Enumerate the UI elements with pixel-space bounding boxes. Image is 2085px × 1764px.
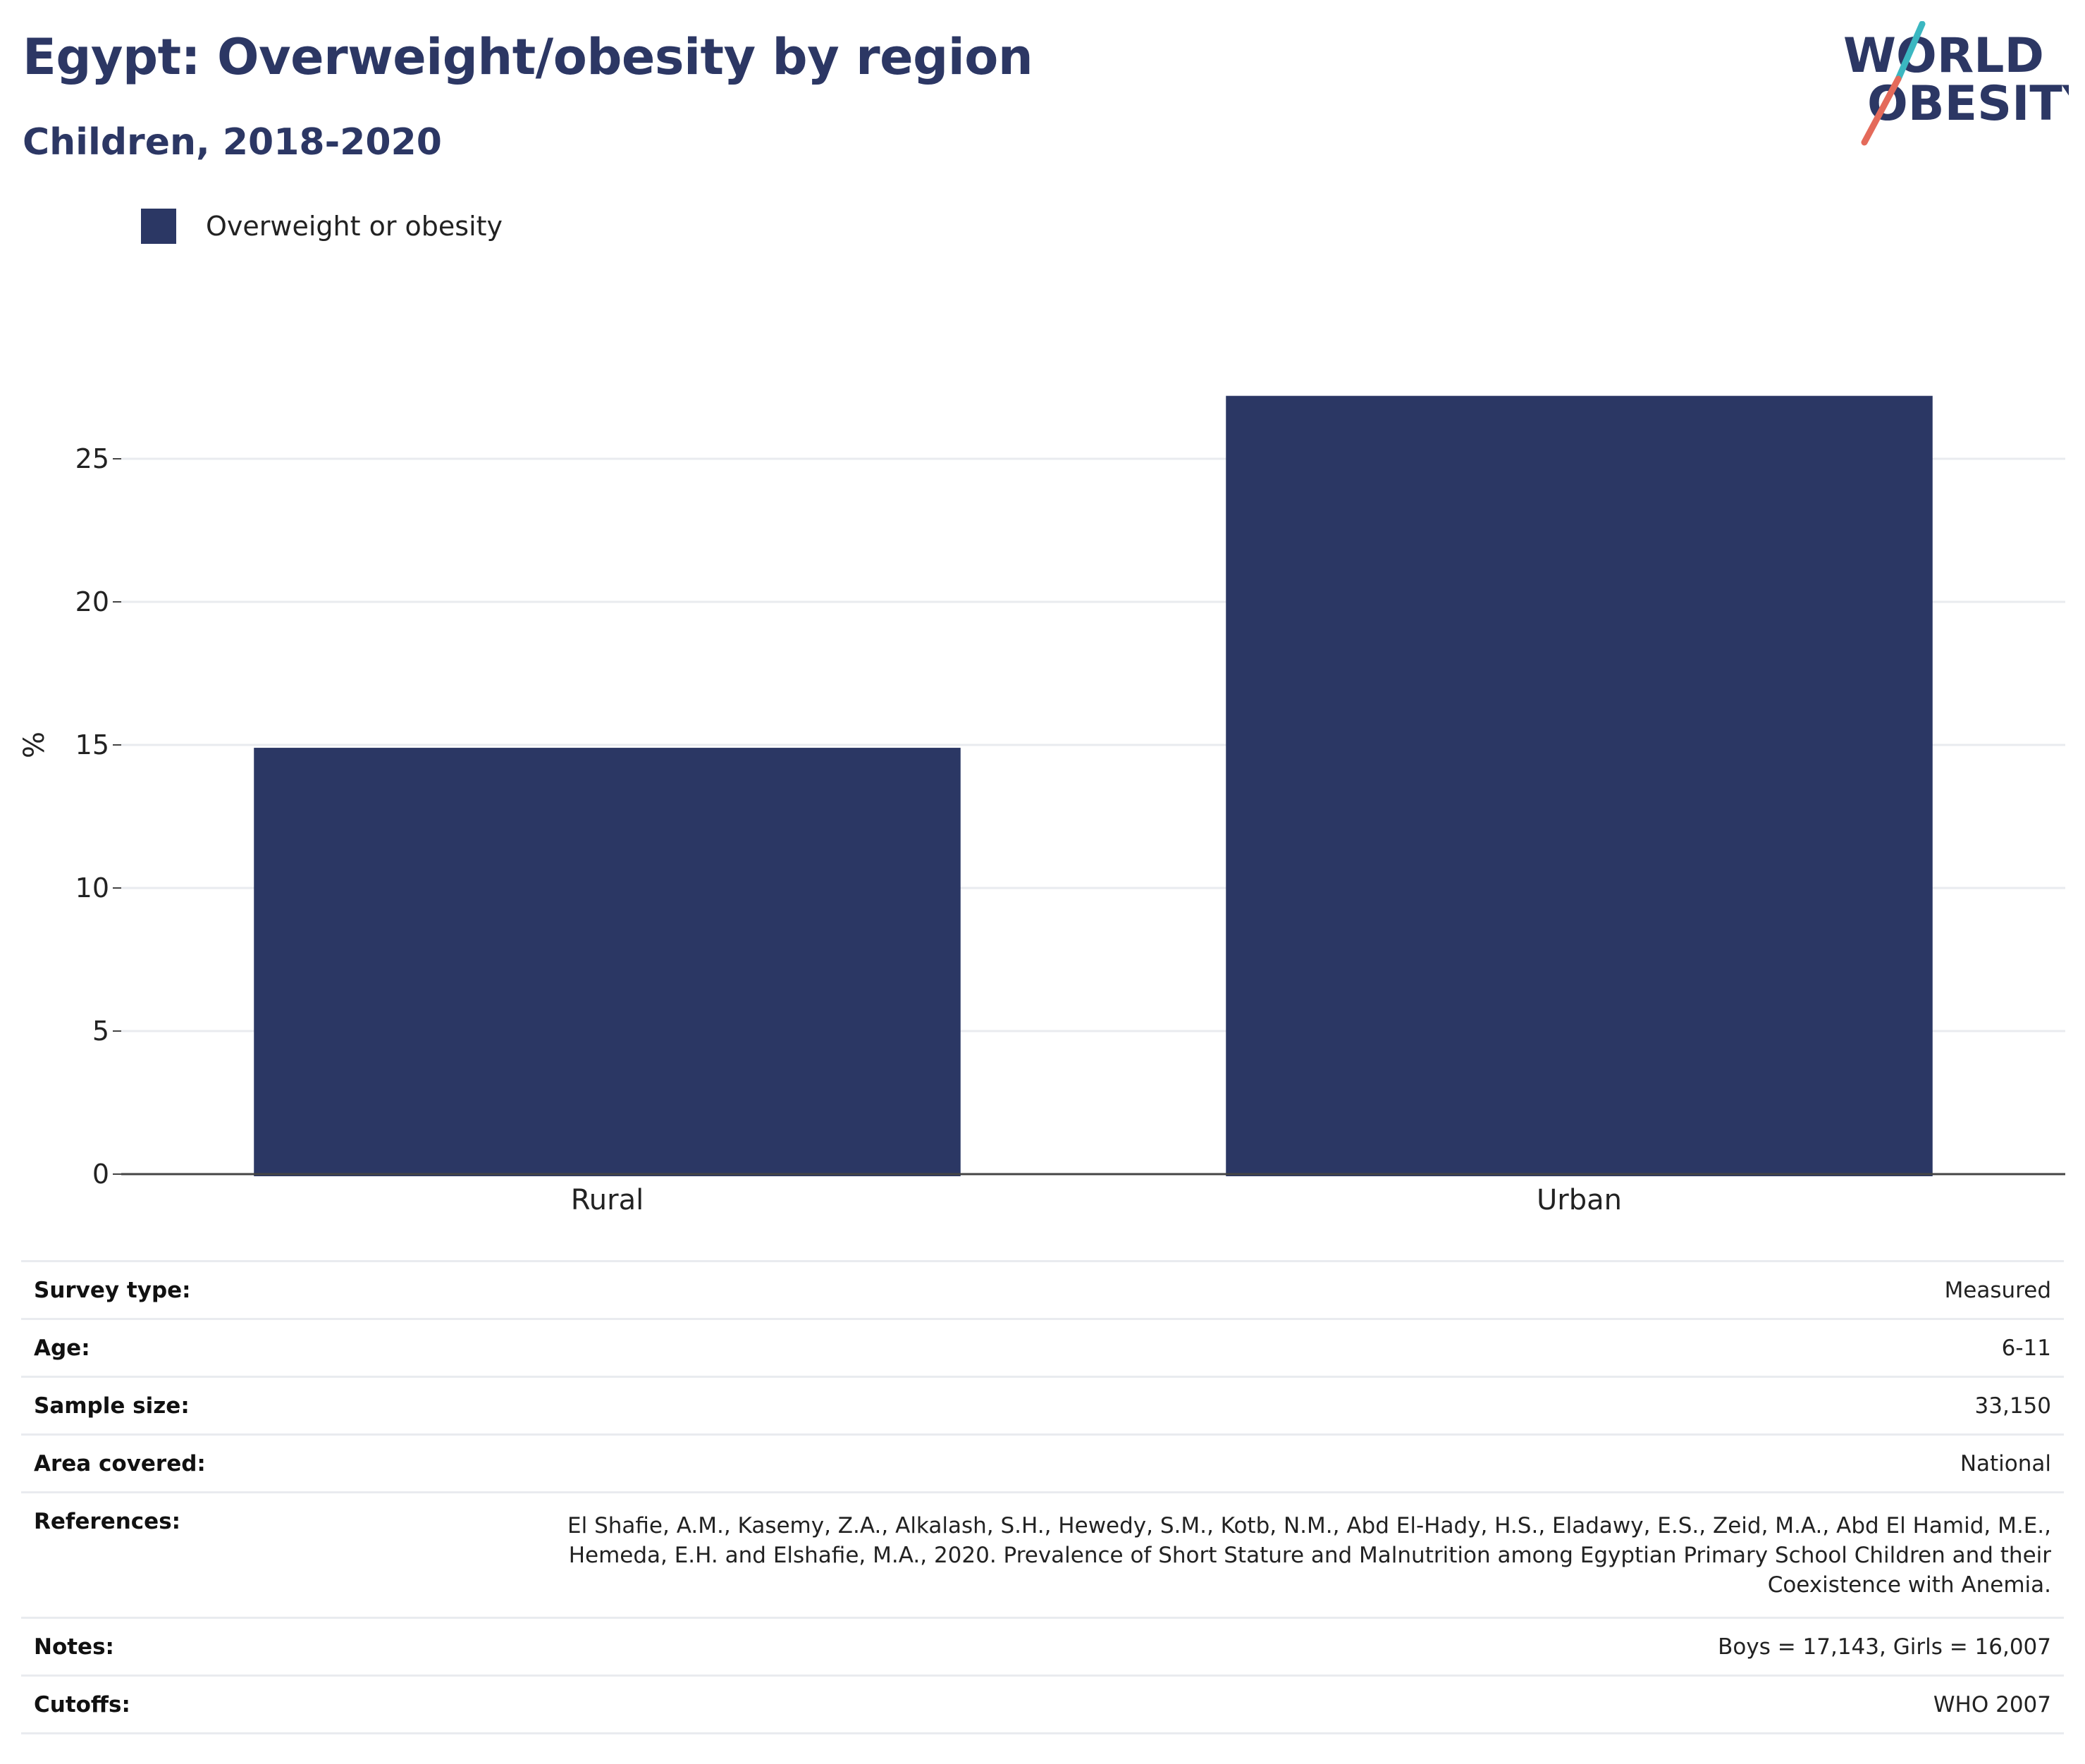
row-label: References:: [34, 1509, 181, 1534]
survey-details-table: Survey type: Measured Age: 6-11 Sample size:…: [21, 1260, 2064, 1734]
y-tick-label: 20: [75, 586, 109, 617]
bar-urban[interactable]: [1226, 395, 1933, 1177]
logo-slash-coral: [1861, 75, 1902, 146]
row-label: Sample size:: [34, 1393, 190, 1419]
reference-line: Coexistence with Anemia.: [1767, 1572, 2051, 1598]
row-label: Age:: [34, 1336, 90, 1361]
x-tick-label: Urban: [1537, 1184, 1622, 1216]
legend: Overweight or obesity: [141, 209, 503, 244]
y-axis-title: %: [18, 732, 51, 758]
table-row: Area covered: National: [21, 1436, 2064, 1493]
bar-chart: 0 5 10 15 20 25 Rural Urban%: [18, 395, 2065, 1216]
legend-label[interactable]: Overweight or obesity: [206, 211, 503, 242]
x-tick-label: Rural: [571, 1184, 644, 1216]
row-value: El Shafie, A.M., Kasemy, Z.A., Alkalash,…: [567, 1511, 2051, 1600]
chart-subtitle: Children, 2018-2020: [23, 121, 442, 164]
bar-rural[interactable]: [254, 748, 961, 1176]
table-row: References: El Shafie, A.M., Kasemy, Z.A.…: [21, 1493, 2064, 1619]
logo-line2: OBESITY: [1867, 76, 2069, 132]
row-value: 33,150: [1974, 1393, 2051, 1419]
table-row: Cutoffs: WHO 2007: [21, 1677, 2064, 1734]
y-tick-label: 0: [92, 1159, 109, 1190]
row-value: Measured: [1944, 1278, 2051, 1303]
table-row: Notes: Boys = 17,143, Girls = 16,007: [21, 1619, 2064, 1677]
table-row: Age: 6-11: [21, 1320, 2064, 1378]
reference-line: El Shafie, A.M., Kasemy, Z.A., Alkalash,…: [567, 1513, 2051, 1538]
table-row: Sample size: 33,150: [21, 1378, 2064, 1436]
table-row: Survey type: Measured: [21, 1262, 2064, 1320]
row-value: National: [1960, 1451, 2051, 1476]
y-tick-label: 15: [75, 729, 109, 760]
y-tick-label: 10: [75, 872, 109, 903]
world-obesity-logo[interactable]: WORLD OBESITY: [1843, 21, 2069, 148]
y-tick-label: 5: [92, 1016, 109, 1047]
legend-swatch[interactable]: [141, 209, 176, 244]
reference-line: Hemeda, E.H. and Elshafie, M.A., 2020. P…: [568, 1543, 2051, 1568]
y-tick-label: 25: [75, 443, 109, 474]
row-value: 6-11: [2001, 1336, 2051, 1361]
logo-line1: WORLD: [1843, 28, 2044, 84]
logo-slash-teal: [1895, 21, 1926, 82]
chart-title: Egypt: Overweight/obesity by region: [23, 28, 1033, 86]
row-value: Boys = 17,143, Girls = 16,007: [1718, 1634, 2051, 1660]
row-label: Cutoffs:: [34, 1692, 130, 1717]
row-value: WHO 2007: [1933, 1692, 2051, 1717]
row-label: Survey type:: [34, 1278, 191, 1303]
row-label: Notes:: [34, 1634, 114, 1660]
row-label: Area covered:: [34, 1451, 206, 1476]
